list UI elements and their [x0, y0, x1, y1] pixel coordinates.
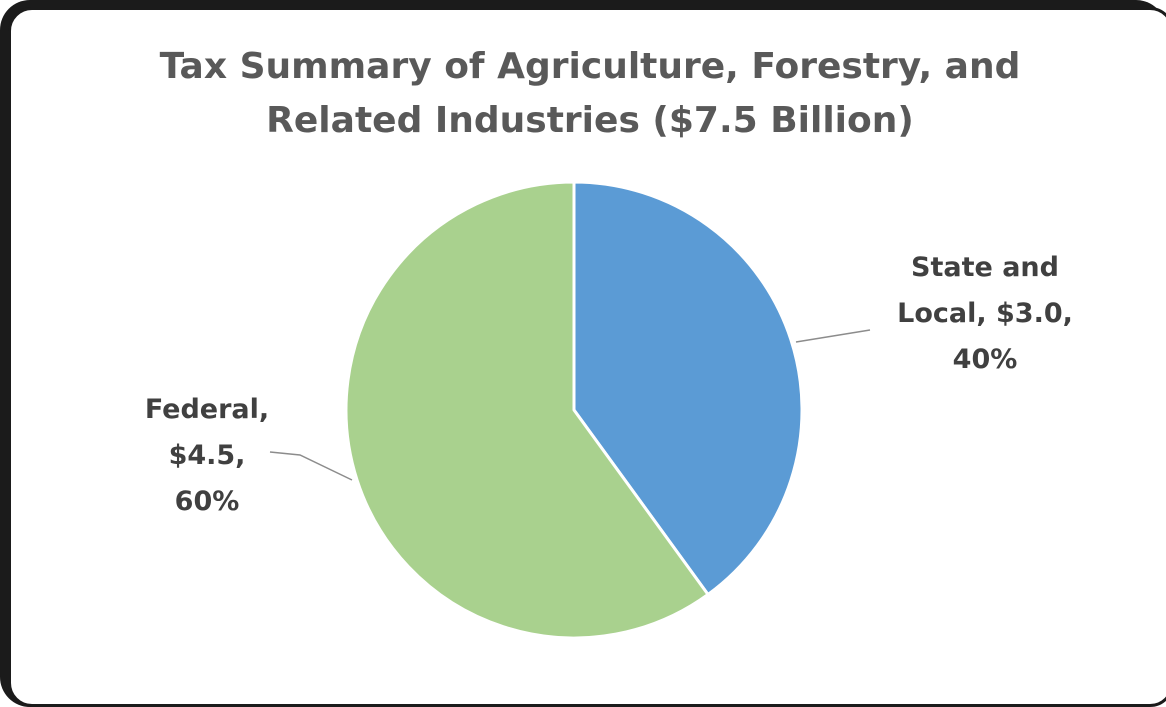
- data-label-federal-line-1: Federal,: [145, 394, 269, 425]
- pie-slices: [346, 182, 802, 638]
- leader-line-federal: [270, 452, 352, 480]
- chart-title-line-1: Tax Summary of Agriculture, Forestry, an…: [160, 46, 1021, 87]
- data-label-federal-line-2: $4.5,: [169, 440, 246, 471]
- data-label-federal: Federal, $4.5, 60%: [145, 394, 269, 517]
- data-label-federal-line-3: 60%: [175, 486, 240, 517]
- data-label-state-and-local-line-2: Local, $3.0,: [897, 298, 1073, 329]
- data-label-state-and-local: State and Local, $3.0, 40%: [897, 252, 1073, 375]
- chart-title-line-2: Related Industries ($7.5 Billion): [266, 100, 914, 141]
- data-label-state-and-local-line-3: 40%: [953, 344, 1018, 375]
- chart-title: Tax Summary of Agriculture, Forestry, an…: [160, 46, 1021, 141]
- data-label-state-and-local-line-1: State and: [911, 252, 1059, 283]
- leader-line-state-and-local: [796, 330, 870, 342]
